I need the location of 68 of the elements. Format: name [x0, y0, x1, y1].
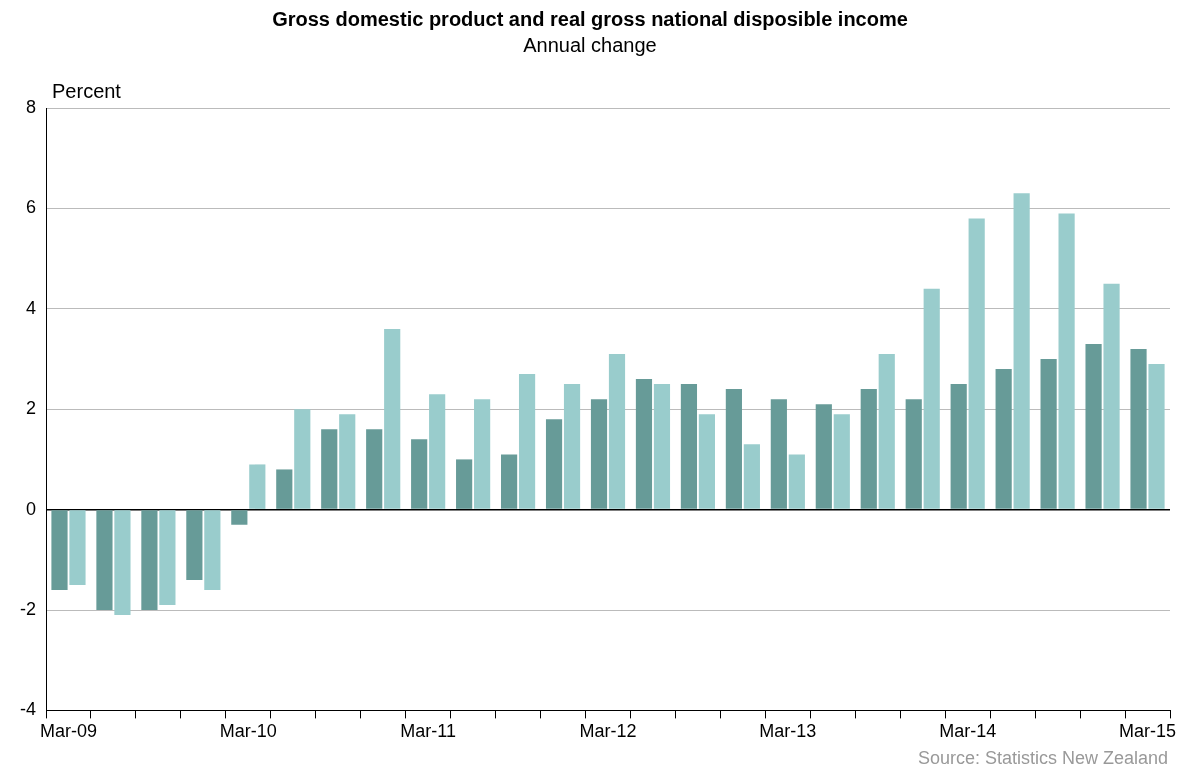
bar [69, 510, 86, 585]
bar [321, 429, 338, 509]
bar [141, 510, 158, 610]
bar [276, 469, 293, 509]
bar [249, 464, 266, 509]
bar [590, 399, 608, 509]
bar [1130, 348, 1147, 509]
bar [770, 399, 787, 509]
bar [563, 384, 581, 509]
bar [231, 510, 248, 525]
bar [680, 384, 698, 509]
bar [474, 399, 491, 509]
x-tick-label: Mar-13 [759, 721, 817, 742]
y-tick-label: 8 [25, 96, 36, 117]
bar [294, 409, 311, 509]
bar [1103, 283, 1120, 509]
bar [788, 454, 805, 509]
bar [186, 510, 203, 580]
bar [923, 288, 940, 509]
bar [995, 369, 1012, 509]
source-note: Source: Statistics New Zealand [917, 747, 1168, 768]
bar [518, 374, 536, 509]
bar [411, 439, 428, 509]
bar [1085, 343, 1102, 509]
bar [1058, 213, 1075, 509]
bar [501, 454, 518, 509]
y-tick-label: -4 [19, 699, 36, 720]
bar [698, 414, 716, 509]
bar [635, 379, 653, 509]
y-tick-label: -2 [19, 598, 36, 619]
bar [653, 384, 671, 509]
x-tick-label: Mar-15 [1119, 721, 1177, 742]
bar [339, 414, 356, 509]
bar [51, 510, 68, 590]
bar [114, 510, 131, 616]
bar [905, 399, 922, 509]
bar [815, 404, 832, 509]
bar [1040, 359, 1057, 509]
bar [833, 414, 850, 509]
x-tick-label: Mar-11 [400, 721, 457, 742]
x-tick-label: Mar-12 [579, 721, 637, 742]
bar [429, 394, 446, 509]
bar [456, 459, 473, 509]
bar [96, 510, 113, 610]
x-tick-label: Mar-14 [939, 721, 997, 742]
y-tick-label: 0 [25, 498, 36, 519]
y-axis-title: Percent [52, 79, 122, 102]
bar [1148, 364, 1165, 509]
bar [159, 510, 176, 605]
bar [1013, 193, 1030, 509]
chart-subtitle: Annual change [523, 33, 657, 56]
bar [384, 328, 401, 509]
y-tick-label: 4 [25, 297, 36, 318]
bar [608, 353, 626, 509]
chart-title: Gross domestic product and real gross national disposible income [272, 7, 908, 30]
bar [545, 419, 563, 509]
bar [725, 389, 742, 509]
bar [860, 389, 877, 509]
bar [950, 384, 967, 509]
x-tick-label: Mar-09 [39, 721, 97, 742]
y-tick-label: 2 [25, 398, 36, 419]
bar [968, 218, 985, 509]
bar [743, 444, 760, 509]
bar [878, 353, 895, 509]
x-tick-label: Mar-10 [219, 721, 277, 742]
bar [204, 510, 221, 590]
y-tick-label: 6 [25, 197, 36, 218]
bar [366, 429, 383, 509]
